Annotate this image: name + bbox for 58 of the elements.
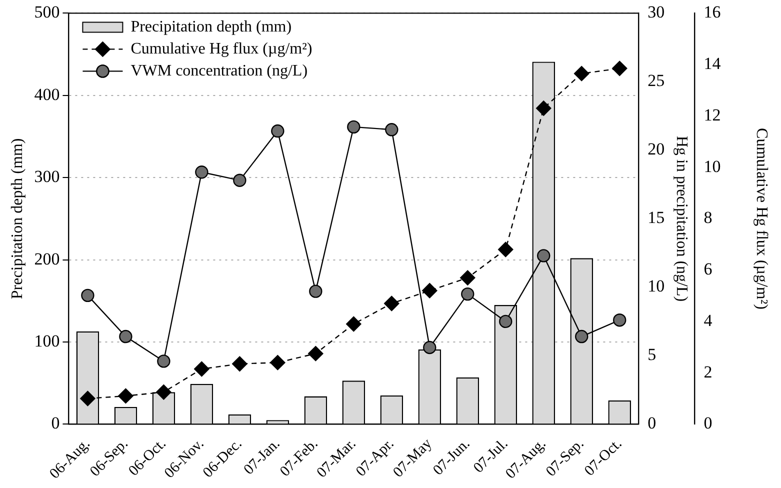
y2-tick-label: 15	[648, 208, 665, 228]
point	[460, 270, 476, 286]
y-tick-label: 100	[34, 331, 60, 350]
legend-label: Precipitation depth (mm)	[130, 18, 292, 36]
y3-tick-label: 14	[704, 54, 722, 74]
point	[346, 316, 362, 332]
y-tick-label: 400	[34, 84, 60, 104]
y2-tick-label: 10	[648, 276, 665, 296]
legend-label: Cumulative Hg flux (µg/m²)	[130, 40, 312, 58]
point	[118, 388, 134, 404]
y-tick-label: 500	[34, 2, 60, 22]
y2-tick-label: 30	[648, 2, 665, 22]
point	[80, 390, 96, 406]
y-tick-label: 200	[34, 249, 60, 268]
point	[347, 120, 360, 134]
point	[156, 384, 172, 400]
point	[194, 361, 210, 377]
y3-tick-label: 16	[704, 2, 721, 22]
y3-tick-label: 0	[704, 414, 712, 433]
point	[423, 340, 436, 354]
point	[612, 60, 628, 76]
point	[461, 287, 474, 301]
y-tick-label: 300	[34, 167, 60, 186]
point	[233, 174, 246, 187]
y-axis-title: Precipitation depth (mm)	[8, 138, 26, 300]
y2-tick-label: 5	[648, 345, 656, 364]
y2-tick-label: 20	[648, 140, 665, 159]
y3-tick-label: 6	[704, 260, 712, 279]
y-tick-label: 0	[51, 414, 60, 433]
legend-label: VWM concentration (ng/L)	[130, 62, 308, 80]
point	[574, 66, 590, 82]
y2-axis-title: Hg in precipitation (ng/L)	[672, 136, 690, 302]
point	[195, 166, 208, 179]
point	[119, 330, 132, 344]
point	[384, 296, 400, 312]
y2-tick-label: 0	[648, 414, 656, 433]
point	[385, 123, 398, 136]
y3-tick-label: 4	[704, 310, 713, 330]
point	[157, 354, 170, 368]
point	[308, 346, 324, 362]
point	[537, 249, 550, 262]
y2-tick-label: 25	[648, 71, 665, 90]
y3-tick-label: 10	[704, 156, 721, 176]
point	[271, 124, 284, 138]
point	[575, 330, 588, 344]
y3-axis-title: Cumulative Hg flux (µg/m²)	[753, 128, 770, 310]
point	[81, 288, 94, 302]
point	[422, 283, 438, 298]
point	[499, 314, 512, 328]
y3-tick-label: 12	[704, 105, 721, 124]
point	[309, 284, 322, 298]
point	[270, 354, 286, 370]
y3-tick-label: 8	[704, 208, 712, 228]
point	[498, 242, 514, 258]
point	[232, 356, 248, 372]
point	[536, 100, 552, 116]
y3-tick-label: 2	[704, 362, 712, 382]
point	[613, 313, 626, 327]
